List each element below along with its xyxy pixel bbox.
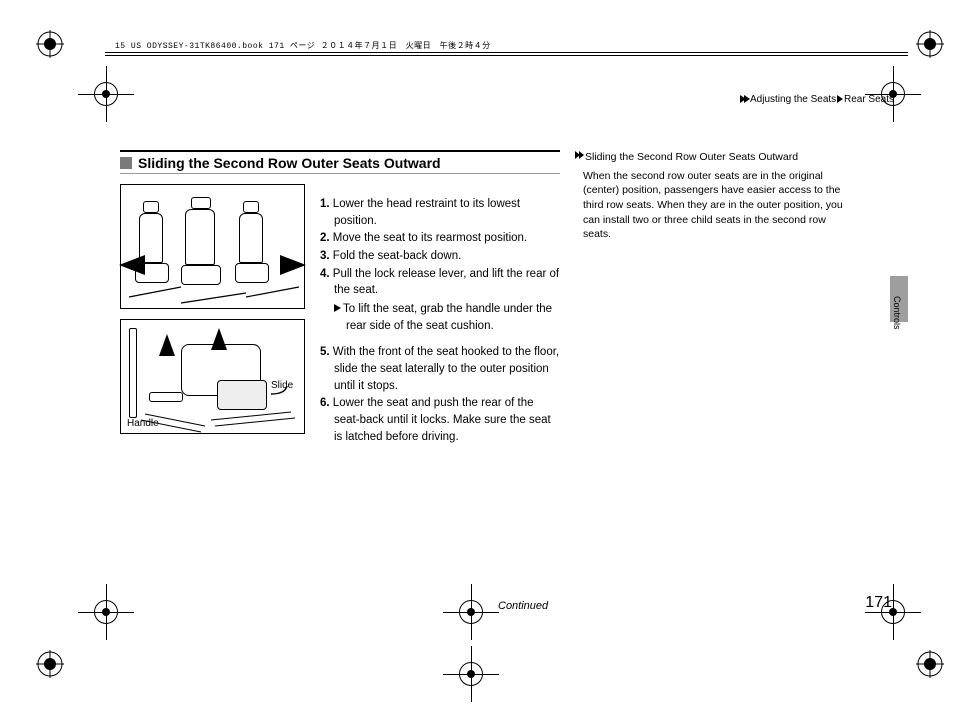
breadcrumb-part: Adjusting the Seats	[750, 94, 836, 105]
step-item: 2. Move the seat to its rearmost positio…	[320, 230, 560, 247]
breadcrumb: Adjusting the Seats Rear Seats	[740, 94, 894, 105]
step-text: Pull the lock release lever, and lift th…	[333, 268, 559, 297]
step-text: Lower the head restraint to its lowest p…	[333, 198, 520, 227]
registration-mark-icon	[36, 650, 64, 678]
step-sub-text: To lift the seat, grab the handle under …	[343, 303, 552, 332]
side-title: Sliding the Second Row Outer Seats Outwa…	[575, 150, 850, 165]
triangle-icon	[837, 95, 843, 103]
header-rule	[105, 52, 908, 56]
step-text: With the front of the seat hooked to the…	[333, 346, 559, 391]
main-column: Sliding the Second Row Outer Seats Outwa…	[120, 150, 560, 434]
triangle-icon	[744, 95, 750, 103]
step-item: 5. With the front of the seat hooked to …	[320, 344, 560, 394]
illus-label-handle: Handle	[127, 418, 159, 429]
triangle-icon	[334, 304, 341, 312]
handle-illustration: Handle Slide	[120, 319, 305, 434]
step-sub: To lift the seat, grab the handle under …	[320, 301, 560, 334]
step-item: 3. Fold the seat-back down.	[320, 248, 560, 265]
registration-mark-icon	[36, 30, 64, 58]
page-number: 171	[865, 594, 892, 612]
header-meta-text: 15 US ODYSSEY-31TK86400.book 171 ページ ２０１…	[115, 40, 491, 51]
crop-mark-icon	[455, 596, 487, 628]
section-square-icon	[120, 157, 132, 169]
side-column: Sliding the Second Row Outer Seats Outwa…	[575, 150, 850, 242]
crop-mark-icon	[90, 78, 122, 110]
section-title: Sliding the Second Row Outer Seats Outwa…	[138, 155, 441, 171]
breadcrumb-part: Rear Seats	[844, 94, 894, 105]
seat-illustration	[120, 184, 305, 309]
section-header: Sliding the Second Row Outer Seats Outwa…	[120, 150, 560, 174]
step-text: Move the seat to its rearmost position.	[333, 232, 527, 244]
rail-lines-icon	[121, 320, 304, 433]
step-item: 1. Lower the head restraint to its lowes…	[320, 196, 560, 229]
registration-mark-icon	[916, 650, 944, 678]
section-tab-label: Controls	[892, 296, 902, 330]
crop-mark-icon	[90, 596, 122, 628]
step-item: 4. Pull the lock release lever, and lift…	[320, 266, 560, 299]
illus-label-slide: Slide	[271, 380, 293, 391]
registration-mark-icon	[916, 30, 944, 58]
continued-label: Continued	[498, 600, 548, 612]
double-triangle-icon	[575, 151, 583, 160]
side-title-text: Sliding the Second Row Outer Seats Outwa…	[585, 151, 798, 163]
side-body: When the second row outer seats are in t…	[575, 169, 850, 242]
steps-list: 1. Lower the head restraint to its lowes…	[320, 196, 560, 446]
step-item: 6. Lower the seat and push the rear of t…	[320, 395, 560, 445]
floor-lines-icon	[121, 185, 304, 308]
step-text: Lower the seat and push the rear of the …	[333, 397, 551, 442]
step-text: Fold the seat-back down.	[333, 250, 462, 262]
crop-mark-icon	[455, 658, 487, 690]
